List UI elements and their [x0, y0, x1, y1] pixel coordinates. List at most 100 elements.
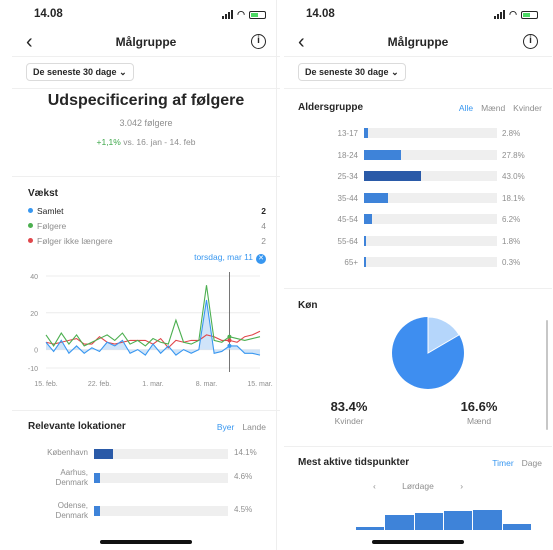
active-time-bar [385, 515, 414, 530]
men-label: Mænd [466, 416, 492, 426]
day-label: Lørdage [402, 481, 434, 491]
tab-hours[interactable]: Timer [492, 458, 514, 468]
followers-change: +1,1% vs. 16. jan - 14. feb [12, 137, 280, 147]
dot-icon [28, 208, 33, 213]
age-percent: 43.0% [502, 172, 525, 181]
page-title: Målgruppe [115, 35, 177, 49]
age-label: 25-34 [337, 172, 358, 181]
home-indicator [100, 540, 192, 544]
right-screen: 14.08 ◠ ‹ Målgruppe i De seneste 30 dage… [284, 0, 552, 550]
selected-point-0 [227, 343, 232, 348]
age-bar-track [364, 257, 497, 267]
location-label: Aarhus, Denmark [55, 468, 88, 487]
location-row: København 14.1% [12, 446, 280, 462]
legend-followers: Følgere 4 [28, 221, 266, 233]
age-bar [364, 149, 401, 160]
chevron-left-icon[interactable]: ‹ [372, 481, 376, 491]
age-label: 65+ [344, 258, 358, 267]
y-tick-label: -10 [28, 366, 38, 373]
age-row: 55-64 1.8% [284, 235, 552, 252]
tab-cities[interactable]: Byer [216, 422, 235, 432]
y-tick-label: 20 [30, 311, 38, 318]
followers-count: 3.042 følgere [119, 118, 173, 128]
active-times-title: Mest aktive tidspunkter [298, 457, 410, 468]
men-percent: 16.6% [460, 399, 498, 414]
page-title: Målgruppe [387, 35, 449, 49]
dot-icon [28, 223, 33, 228]
info-icon[interactable]: i [523, 34, 538, 49]
active-time-bar [356, 526, 385, 530]
battery-icon [521, 10, 538, 19]
selected-point-2 [227, 338, 232, 343]
status-time: 14.08 [306, 8, 335, 20]
wifi-icon: ◠ [237, 9, 245, 19]
x-tick-label: 22. feb. [88, 381, 111, 388]
tab-countries[interactable]: Lande [242, 422, 266, 432]
series-line-1 [45, 285, 261, 347]
active-time-bar [502, 523, 531, 530]
age-row: 18-24 27.8% [284, 149, 552, 166]
info-icon[interactable]: i [251, 34, 266, 49]
chevron-right-icon[interactable]: › [460, 481, 464, 491]
back-icon[interactable]: ‹ [298, 31, 305, 53]
signal-icon [222, 10, 234, 19]
selected-date[interactable]: torsdag, mar 11 ✕ [194, 252, 266, 264]
back-icon[interactable]: ‹ [26, 31, 33, 53]
date-range-dropdown[interactable]: De seneste 30 dage ⌄ [298, 63, 406, 81]
tab-days[interactable]: Dage [521, 458, 542, 468]
age-label: 18-24 [337, 150, 358, 160]
location-label: København [47, 448, 88, 457]
women-label: Kvinder [334, 416, 364, 426]
tab-all[interactable]: Alle [458, 103, 474, 113]
home-indicator [372, 540, 464, 544]
x-tick-label: 1. mar. [142, 381, 163, 388]
growth-chart[interactable]: 40 20 0 -10 15. feb. 22. feb. 1. mar. 8. mar. 15… [12, 262, 280, 402]
location-bar [94, 449, 113, 459]
active-time-bar [444, 511, 473, 530]
active-times-chart [356, 500, 532, 530]
location-bar-track [94, 473, 228, 483]
age-percent: 6.2% [502, 215, 521, 224]
series-line-0 [45, 299, 261, 356]
tab-men[interactable]: Mænd [481, 103, 506, 113]
age-bar-track [364, 214, 497, 224]
age-bar-track [364, 235, 497, 246]
chevron-down-icon: ⌄ [119, 67, 127, 77]
status-bar: 14.08 ◠ [12, 8, 280, 22]
age-label: 55-64 [337, 236, 358, 246]
age-percent: 0.3% [502, 258, 521, 267]
scrollbar[interactable] [546, 320, 548, 430]
age-percent: 27.8% [502, 150, 525, 160]
location-percent: 14.1% [234, 448, 257, 457]
location-bar-track [94, 506, 228, 516]
age-row: 25-34 43.0% [284, 171, 552, 187]
gender-pie-chart [392, 316, 464, 389]
followers-breakdown-title: Udspecificering af følgere [47, 92, 245, 109]
status-time: 14.08 [34, 8, 63, 20]
selected-point-1 [227, 334, 232, 339]
gender-title: Køn [298, 300, 318, 311]
change-period: vs. 16. jan - 14. feb [120, 137, 196, 147]
location-percent: 4.6% [234, 472, 253, 481]
location-row: Odense, Denmark 4.5% [12, 501, 280, 520]
chevron-down-icon: ⌄ [391, 67, 399, 77]
age-bar [364, 171, 422, 181]
date-range-label: De seneste 30 dage [33, 67, 117, 77]
age-bar-track [364, 128, 497, 138]
battery-icon [249, 10, 266, 19]
age-label: 13-17 [337, 129, 358, 138]
age-label: 45-54 [337, 215, 358, 224]
date-range-dropdown[interactable]: De seneste 30 dage ⌄ [26, 63, 134, 81]
age-bar-track [364, 192, 497, 203]
dot-icon [28, 238, 33, 243]
age-row: 13-17 2.8% [284, 128, 552, 144]
women-percent: 83.4% [330, 399, 368, 414]
age-row: 65+ 0.3% [284, 257, 552, 273]
x-tick-label: 8. mar. [196, 381, 217, 388]
date-range-label: De seneste 30 dage [305, 67, 389, 77]
age-percent: 1.8% [502, 236, 521, 246]
tab-women[interactable]: Kvinder [513, 103, 542, 113]
age-bar-track [364, 171, 497, 181]
age-bar-track [364, 149, 497, 160]
y-tick-label: 0 [34, 348, 38, 355]
